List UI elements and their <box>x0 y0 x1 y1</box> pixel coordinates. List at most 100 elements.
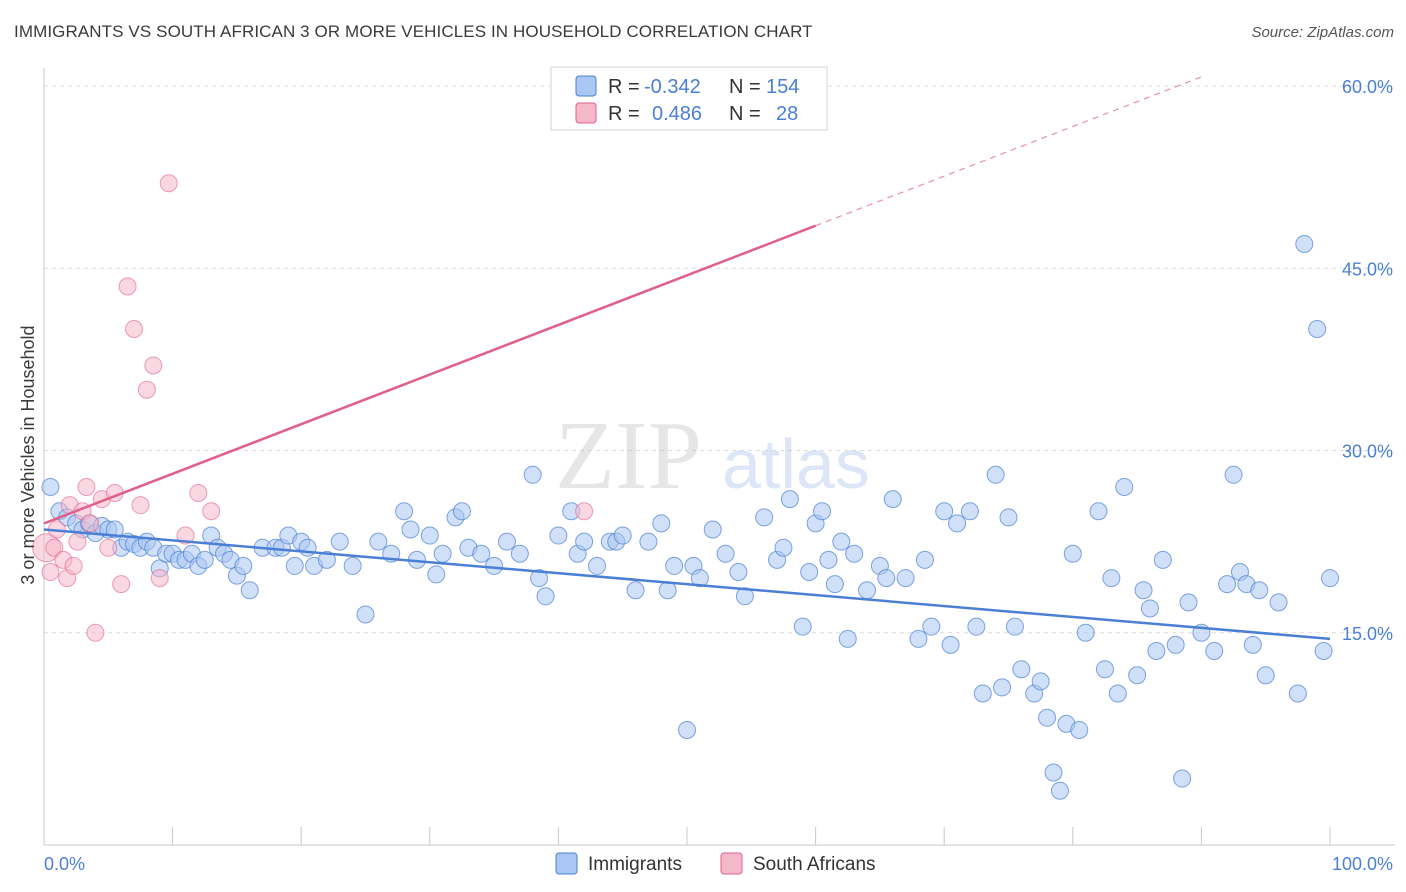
immigrants-point-80 <box>735 587 754 606</box>
south-africans-point-1 <box>41 563 60 581</box>
legend-r-label-1: R = <box>608 76 640 98</box>
watermark-atlas: atlas <box>722 425 870 503</box>
immigrants-point-83 <box>774 538 793 557</box>
south-africans-point-18 <box>125 320 144 338</box>
immigrants-point-29 <box>234 556 253 575</box>
south-africans-point-23 <box>159 174 178 193</box>
south-africans-point-8 <box>68 532 87 551</box>
bottom-legend-south-africans: South Africans <box>753 854 876 875</box>
immigrants-point-84 <box>780 490 799 509</box>
immigrants-point-30 <box>240 581 259 600</box>
immigrants-point-142 <box>1250 581 1269 600</box>
immigrants-point-76 <box>690 569 709 588</box>
immigrants-point-57 <box>510 544 529 563</box>
bottom-legend-swatch-immigrants <box>555 852 578 875</box>
immigrants-point-149 <box>1321 569 1339 588</box>
immigrants-point-97 <box>883 490 902 509</box>
x-tick-label-0: 0.0% <box>44 854 85 874</box>
immigrants-point-108 <box>986 465 1005 484</box>
immigrants-point-102 <box>935 502 954 521</box>
south-africans-point-14 <box>99 538 118 557</box>
immigrants-point-69 <box>626 581 645 600</box>
south-africans-point-22 <box>150 569 169 588</box>
immigrants-point-132 <box>1166 635 1185 654</box>
immigrants-point-101 <box>922 617 941 636</box>
immigrants-point-125 <box>1108 684 1127 703</box>
south-africans-point-26 <box>202 502 221 521</box>
immigrants-point-94 <box>858 581 877 600</box>
immigrants-point-137 <box>1218 575 1237 594</box>
immigrants-point-93 <box>845 544 864 563</box>
immigrants-point-43 <box>369 532 388 551</box>
stats-legend: R = -0.342 N = 154 R = 0.486 N = 28 <box>550 66 828 131</box>
immigrants-point-77 <box>703 520 722 539</box>
legend-n-value-1: 154 <box>766 76 799 98</box>
immigrants-point-0 <box>41 477 60 496</box>
source-label: Source: ZipAtlas.com <box>1251 24 1394 41</box>
immigrants-point-112 <box>1012 660 1031 679</box>
trend-lines <box>43 76 1331 641</box>
immigrants-point-92 <box>838 629 857 648</box>
immigrants-point-119 <box>1063 544 1082 563</box>
immigrants-point-133 <box>1173 769 1192 788</box>
south-africans-trend-line <box>43 224 817 525</box>
immigrants-point-131 <box>1153 550 1172 569</box>
immigrants-point-9 <box>105 520 124 539</box>
south-africans-point-12 <box>86 623 105 642</box>
legend-r-value-2: 0.486 <box>652 103 702 125</box>
immigrants-point-49 <box>427 565 446 584</box>
immigrants-point-71 <box>652 514 671 533</box>
immigrants-point-145 <box>1288 684 1307 703</box>
immigrants-point-98 <box>896 569 915 588</box>
legend-n-value-2: 28 <box>776 103 798 125</box>
immigrants-point-127 <box>1128 666 1147 685</box>
immigrants-point-115 <box>1038 708 1057 727</box>
immigrants-point-88 <box>813 502 832 521</box>
immigrants-point-56 <box>497 532 516 551</box>
series-legend: Immigrants South Africans <box>555 852 876 875</box>
immigrants-point-130 <box>1147 641 1166 660</box>
immigrants-point-74 <box>678 720 696 739</box>
south-africans-point-25 <box>189 484 208 503</box>
watermark-zip: ZIP <box>555 402 702 510</box>
immigrants-point-117 <box>1050 781 1069 800</box>
immigrants-point-48 <box>420 526 439 545</box>
x-tick-label-1: 100.0% <box>1332 854 1393 874</box>
y-tick-label-3: 60.0% <box>1342 77 1393 97</box>
immigrants-point-111 <box>1005 617 1024 636</box>
immigrants-point-85 <box>793 617 812 636</box>
immigrants-point-122 <box>1089 502 1108 521</box>
immigrants-point-55 <box>485 556 504 575</box>
south-africans-point-16 <box>112 575 131 594</box>
immigrants-points <box>41 234 1339 800</box>
south-africans-point-19 <box>131 496 150 515</box>
immigrants-point-126 <box>1115 477 1134 496</box>
immigrants-point-60 <box>536 587 555 606</box>
immigrants-point-42 <box>356 605 375 624</box>
immigrants-point-59 <box>530 569 549 588</box>
south-africans-point-24 <box>176 526 195 545</box>
immigrants-point-129 <box>1140 599 1159 618</box>
tick-labels: 15.0% 30.0% 45.0% 60.0% 0.0% 100.0% <box>44 77 1393 874</box>
immigrants-point-79 <box>729 563 748 581</box>
immigrants-point-45 <box>395 502 414 521</box>
south-africans-trend-extension <box>815 76 1202 227</box>
immigrants-point-35 <box>285 556 304 575</box>
immigrants-point-141 <box>1243 635 1262 654</box>
immigrants-point-58 <box>523 465 542 484</box>
immigrants-point-148 <box>1308 320 1327 338</box>
legend-n-label-2: N = <box>729 103 761 125</box>
immigrants-point-144 <box>1269 593 1288 612</box>
immigrants-point-146 <box>1295 234 1314 253</box>
south-africans-point-27 <box>575 502 594 521</box>
immigrants-point-134 <box>1179 593 1198 612</box>
immigrants-point-110 <box>999 508 1018 527</box>
immigrants-point-114 <box>1031 672 1050 691</box>
immigrants-point-96 <box>877 569 896 588</box>
immigrants-point-138 <box>1224 465 1243 484</box>
legend-swatch-immigrants <box>575 75 597 97</box>
immigrants-point-41 <box>343 556 362 575</box>
watermark: ZIP atlas <box>555 402 870 510</box>
immigrants-point-65 <box>587 556 606 575</box>
